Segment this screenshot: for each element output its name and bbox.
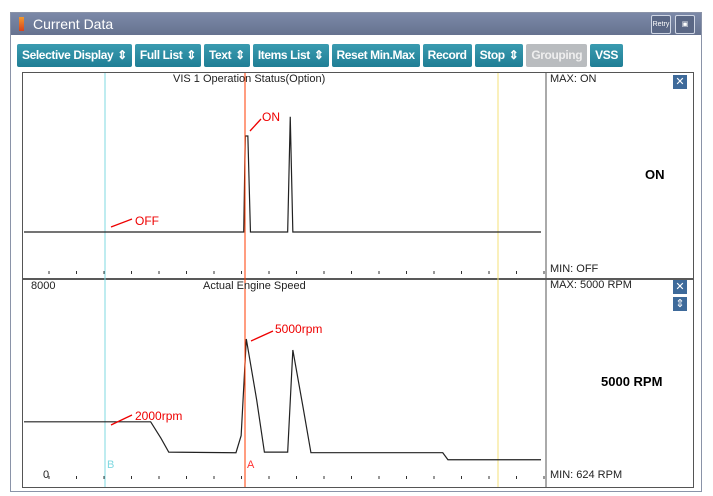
resize-panel-icon[interactable]: ⇕ (673, 297, 687, 311)
annotation-arrow (110, 414, 133, 426)
close-panel1-icon[interactable]: ✕ (673, 75, 687, 89)
retry-button[interactable]: Retry (651, 15, 671, 34)
button-label: Items List (257, 48, 310, 62)
button-label: Stop (479, 48, 505, 62)
annotation-arrow (250, 330, 274, 342)
chevron-updown-icon: ⇕ (508, 48, 519, 62)
cursor-a-label: A (247, 459, 255, 471)
current-data-window: Current Data Retry ▣ Selective Display ⇕ F… (10, 12, 702, 492)
title-bar: Current Data Retry ▣ (11, 13, 701, 35)
cursor-b-label: B (107, 459, 115, 471)
window-icon (19, 17, 24, 31)
panel1-trace (24, 116, 541, 233)
panel2-trace (24, 338, 541, 461)
annotation-peak: 5000rpm (275, 322, 323, 336)
panel2-title: Actual Engine Speed (203, 280, 306, 292)
button-label: Text (208, 48, 232, 62)
toolbar-button[interactable]: Stop ⇕ (474, 44, 524, 67)
annotation-arrow (110, 218, 133, 228)
panel1-min: MIN: OFF (550, 263, 599, 275)
toolbar: Selective Display ⇕ Full List ⇕ Text ⇕ Items L… (17, 44, 623, 68)
button-label: Reset Min.Max (336, 48, 416, 62)
annotation-on: ON (262, 110, 280, 124)
panel2-value: 5000 RPM (601, 374, 663, 389)
chevron-updown-icon: ⇕ (313, 48, 324, 62)
toolbar-button[interactable]: Selective Display ⇕ (17, 44, 132, 67)
panel1-title: VIS 1 Operation Status(Option) (173, 73, 326, 85)
close-panel2-icon[interactable]: ✕ (673, 280, 687, 294)
panel2-ymin: 0 (43, 469, 50, 481)
toolbar-button[interactable]: Reset Min.Max (331, 44, 420, 67)
toolbar-button[interactable]: Text ⇕ (203, 44, 250, 67)
annotation-arrow (249, 118, 262, 132)
annotation-off: OFF (135, 214, 159, 228)
panel2-max: MAX: 5000 RPM (550, 279, 632, 291)
chevron-updown-icon: ⇕ (186, 48, 196, 62)
chart-area: VIS 1 Operation Status(Option) MAX: ON M… (22, 72, 694, 488)
annotation-base: 2000rpm (135, 409, 183, 423)
panel1-value: ON (645, 167, 665, 182)
window-title: Current Data (33, 16, 114, 32)
maximize-button[interactable]: ▣ (675, 15, 695, 34)
chevron-updown-icon: ⇕ (235, 48, 245, 62)
panel1-max: MAX: ON (550, 73, 597, 85)
button-label: Record (427, 48, 467, 62)
chevron-updown-icon: ⇕ (117, 48, 127, 62)
panel2-ymax: 8000 (31, 280, 56, 292)
panel2-min: MIN: 624 RPM (550, 469, 623, 481)
toolbar-button[interactable]: Full List ⇕ (134, 44, 201, 67)
button-label: Selective Display (22, 48, 114, 62)
toolbar-button[interactable]: Items List ⇕ (252, 44, 329, 67)
button-label: VSS (595, 48, 618, 62)
toolbar-button[interactable]: VSS (590, 44, 623, 67)
button-label: Full List (139, 48, 183, 62)
toolbar-button[interactable]: Record (422, 44, 472, 67)
toolbar-button[interactable]: Grouping (526, 44, 588, 67)
button-label: Grouping (531, 48, 583, 62)
